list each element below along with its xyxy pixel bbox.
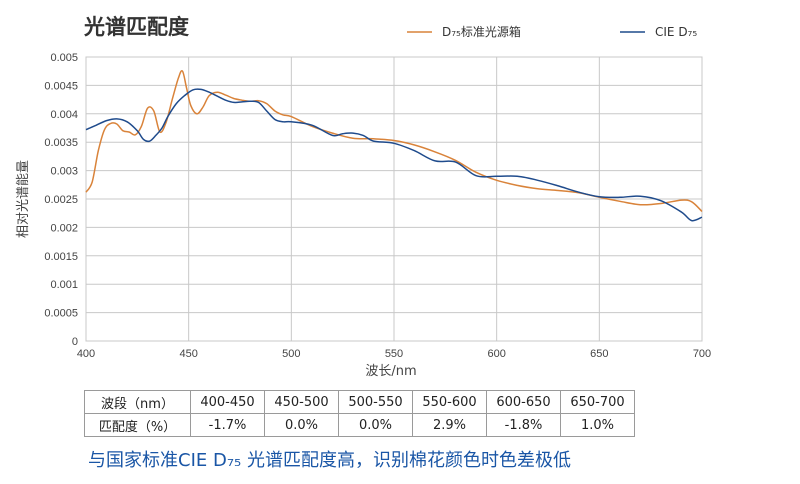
match-table: 波段（nm） 400-450 450-500 500-550 550-600 6… (84, 390, 635, 437)
chart-title: 光谱匹配度 (83, 15, 189, 39)
x-axis-title: 波长/nm (365, 364, 416, 379)
legend: D₇₅标准光源箱 CIE D₇₅ (407, 24, 697, 39)
x-tick-label: 500 (282, 348, 300, 360)
table-cell: -1.7% (190, 413, 265, 437)
legend-label-cie: CIE D₇₅ (655, 25, 697, 39)
y-tick-label: 0 (72, 336, 78, 348)
y-tick-label: 0.005 (50, 52, 78, 64)
y-tick-label: 0.001 (50, 279, 78, 291)
spectrum-chart: 光谱匹配度 D₇₅标准光源箱 CIE D₇₅ 0 0.0005 0.001 0.001… (16, 15, 711, 379)
series-line-cie (85, 88, 703, 222)
table-cell: 0.0% (264, 413, 339, 437)
table-cell: 1.0% (560, 413, 635, 437)
y-tick-label: 0.0035 (44, 137, 78, 149)
table-cell: 匹配度（%） (84, 413, 191, 437)
x-tick-label: 450 (179, 348, 197, 360)
table-header-cell: 500-550 (338, 390, 413, 414)
table-cell: 2.9% (412, 413, 487, 437)
legend-label-standard: D₇₅标准光源箱 (442, 24, 521, 39)
table-header-cell: 550-600 (412, 390, 487, 414)
table-header-cell: 波段（nm） (84, 390, 191, 414)
table-header-cell: 400-450 (190, 390, 265, 414)
table-header-cell: 450-500 (264, 390, 339, 414)
series-lines (85, 70, 703, 222)
y-tick-label: 0.0045 (44, 80, 78, 92)
table-row: 匹配度（%） -1.7% 0.0% 0.0% 2.9% -1.8% 1.0% (84, 413, 635, 437)
table-header-cell: 650-700 (560, 390, 635, 414)
x-tick-label: 400 (77, 348, 95, 360)
grid (85, 56, 703, 342)
plot-frame (85, 56, 703, 342)
x-tick-label: 550 (385, 348, 403, 360)
x-tick-label: 650 (590, 348, 608, 360)
y-tick-label: 0.0025 (44, 194, 78, 206)
y-tick-label: 0.0015 (44, 251, 78, 263)
y-tick-label: 0.003 (50, 166, 78, 178)
y-tick-label: 0.0005 (44, 308, 78, 320)
table-header-cell: 600-650 (486, 390, 561, 414)
y-tick-label: 0.002 (50, 222, 78, 234)
y-tick-label: 0.004 (50, 109, 78, 121)
footer-note: 与国家标准CIE D₇₅ 光谱匹配度高，识别棉花颜色时色差极低 (88, 450, 571, 471)
x-tick-label: 700 (693, 348, 711, 360)
table-cell: -1.8% (486, 413, 561, 437)
y-axis-title: 相对光谱能量 (16, 160, 31, 238)
axis-ticks: 0 0.0005 0.001 0.0015 0.002 0.0025 0.003 0.0035… (44, 52, 711, 360)
table-cell: 0.0% (338, 413, 413, 437)
x-tick-label: 600 (487, 348, 505, 360)
table-header-row: 波段（nm） 400-450 450-500 500-550 550-600 6… (84, 390, 635, 414)
